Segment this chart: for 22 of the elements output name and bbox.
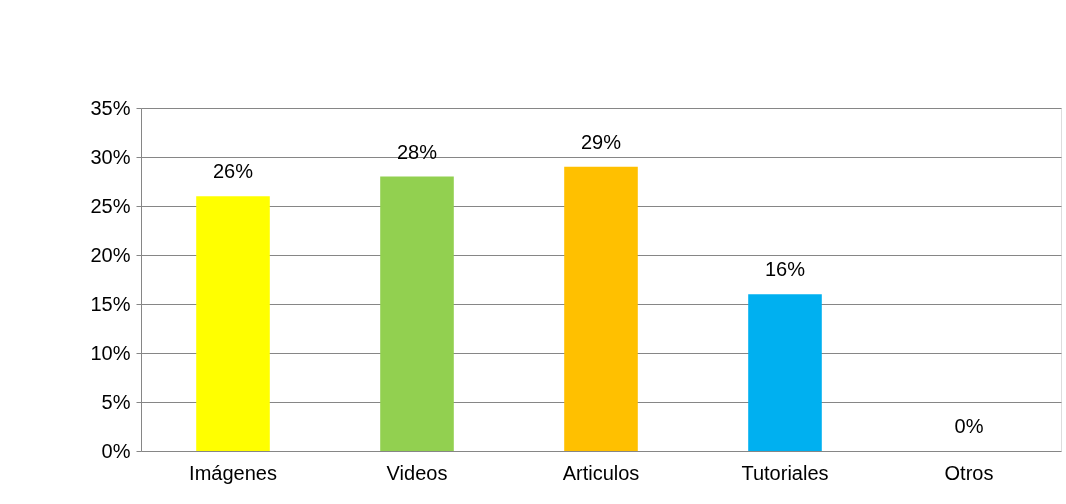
y-tick-label: 15%: [90, 292, 131, 315]
y-tick-label: 0%: [101, 439, 131, 462]
data-label: 28%: [396, 140, 438, 163]
y-tick-label: 5%: [101, 390, 131, 413]
x-tick-label: Otros: [944, 461, 994, 484]
data-label: 16%: [764, 258, 806, 281]
x-tick-label: Tutoriales: [741, 461, 829, 484]
x-tick-label: Videos: [386, 461, 448, 484]
y-tick-label: 25%: [90, 194, 131, 217]
bar: [564, 166, 638, 451]
x-tick-label: Imágenes: [189, 461, 277, 484]
y-tick-label: 30%: [90, 145, 131, 168]
data-label: 29%: [580, 130, 622, 153]
y-tick-label: 10%: [90, 341, 131, 364]
bar: [196, 196, 270, 451]
x-tick-label: Articulos: [562, 461, 640, 484]
data-label: 26%: [212, 160, 254, 183]
y-tick-label: 20%: [90, 243, 131, 266]
bar: [748, 294, 822, 451]
bar: [380, 176, 454, 451]
data-label: 0%: [954, 415, 984, 437]
y-tick-label: 35%: [90, 96, 131, 119]
